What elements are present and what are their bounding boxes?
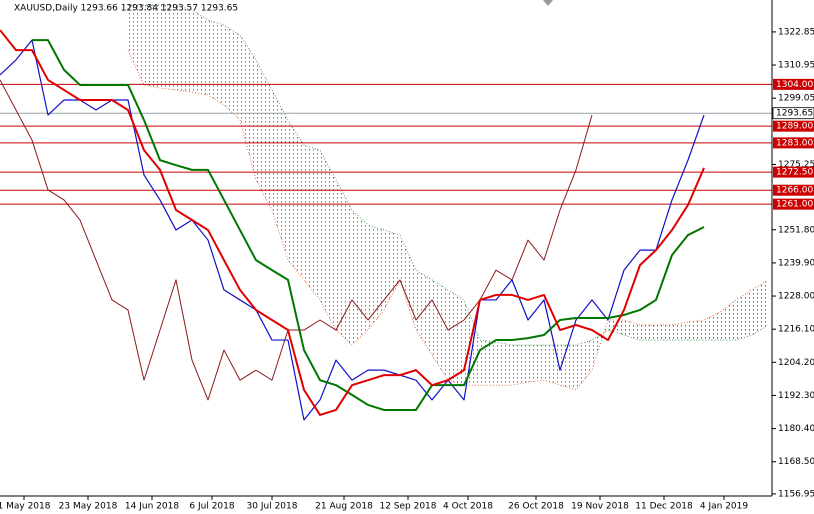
- cloud-segment: [160, 5, 176, 90]
- y-tick-label: 1156.95: [778, 489, 814, 499]
- cloud-segment: [320, 150, 336, 331]
- cloud-segment: [432, 279, 448, 381]
- cloud-segment: [720, 299, 736, 341]
- cloud-segment: [240, 35, 256, 180]
- x-tick-label: 19 Nov 2018: [571, 502, 629, 512]
- x-tick-label: 21 Aug 2018: [315, 502, 373, 512]
- cloud-segment: [496, 341, 512, 386]
- x-tick-label: 14 Jun 2018: [125, 502, 179, 512]
- indicator-line: [0, 29, 705, 416]
- level-label: 1304.00: [776, 80, 813, 90]
- cloud-segment: [752, 279, 768, 336]
- y-tick-label: 1216.10: [778, 325, 814, 335]
- shift-marker: [543, 0, 553, 6]
- cloud-segment: [512, 345, 528, 386]
- cloud-segment: [672, 321, 688, 341]
- cloud-segment: [480, 340, 496, 386]
- cloud-segment: [224, 25, 240, 121]
- level-label: 1266.00: [776, 186, 813, 196]
- level-label: 1289.00: [776, 122, 813, 132]
- plot-area: [0, 4, 772, 421]
- cloud-segment: [368, 225, 384, 331]
- y-tick-label: 1180.40: [778, 424, 814, 434]
- cloud-segment: [288, 120, 304, 280]
- last-price-label: 1293.65: [776, 109, 813, 119]
- level-label: 1261.00: [776, 200, 813, 210]
- x-tick-label: 6 Jul 2018: [189, 502, 234, 512]
- level-tag: [773, 198, 814, 210]
- cloud-segment: [448, 289, 464, 386]
- cloud-segment: [560, 345, 576, 390]
- x-tick-label: 12 Sep 2018: [379, 502, 436, 512]
- cloud-segment: [304, 145, 320, 300]
- x-tick-label: 1 May 2018: [0, 502, 51, 512]
- cloud-segment: [384, 230, 400, 310]
- y-tick-label: 1299.05: [778, 94, 814, 104]
- level-tag: [773, 120, 814, 132]
- cloud-segment: [688, 319, 704, 341]
- axes: 1322.85 1310.95 1299.05 1275.25 1251.80 1239.…: [0, 27, 814, 512]
- y-tick-label: 1168.50: [778, 457, 814, 467]
- y-tick-label: 1239.90: [778, 258, 814, 268]
- cloud-segment: [192, 10, 208, 95]
- chart-title: XAUUSD,Daily 1293.66 1293.84 1293.57 129…: [14, 4, 238, 14]
- cloud-segment: [736, 289, 752, 341]
- cloud-segment: [704, 311, 720, 341]
- cloud-segment: [544, 345, 560, 386]
- level-tag: [773, 137, 814, 149]
- cloud-segment: [656, 325, 672, 341]
- y-tick-label: 1310.95: [778, 61, 814, 71]
- level-label: 1283.00: [776, 138, 813, 148]
- x-tick-label: 26 Oct 2018: [508, 502, 564, 512]
- y-tick-label: 1204.20: [778, 358, 814, 368]
- indicator-line: [32, 39, 705, 411]
- y-tick-label: 1251.80: [778, 225, 814, 235]
- x-tick-label: 4 Jan 2019: [700, 502, 748, 512]
- y-tick-label: 1192.30: [778, 391, 814, 401]
- cloud-segment: [208, 20, 224, 105]
- cloud-segment: [624, 319, 640, 341]
- cloud-segment: [576, 340, 592, 390]
- y-tick-label: 1275.25: [778, 160, 814, 170]
- cloud-segment: [144, 5, 160, 89]
- indicator-line: [0, 79, 593, 401]
- last-price-tag: [772, 107, 814, 120]
- cloud-edge: [128, 4, 769, 346]
- x-tick-label: 30 Jul 2018: [247, 502, 298, 512]
- cloud-segment: [528, 345, 544, 383]
- cloud-segment: [608, 319, 624, 336]
- x-tick-label: 23 May 2018: [59, 502, 118, 512]
- level-tag: [773, 184, 814, 196]
- cloud-segment: [416, 270, 432, 356]
- cloud-segment: [336, 179, 352, 346]
- level-label: 1272.50: [776, 168, 813, 178]
- cloud-segment: [128, 5, 144, 85]
- cloud-segment: [272, 89, 288, 261]
- level-tag: [773, 78, 814, 90]
- cloud-segment: [352, 209, 368, 346]
- indicator-line: [0, 39, 705, 421]
- level-tag: [773, 166, 814, 178]
- cloud-segment: [176, 5, 192, 92]
- cloud-segment: [640, 325, 656, 341]
- x-tick-label: 4 Oct 2018: [443, 502, 493, 512]
- x-tick-label: 11 Dec 2018: [635, 502, 693, 512]
- y-tick-label: 1322.85: [778, 27, 814, 37]
- cloud-segment: [464, 299, 480, 386]
- cloud-segment: [400, 235, 416, 331]
- y-tick-label: 1228.00: [778, 292, 814, 302]
